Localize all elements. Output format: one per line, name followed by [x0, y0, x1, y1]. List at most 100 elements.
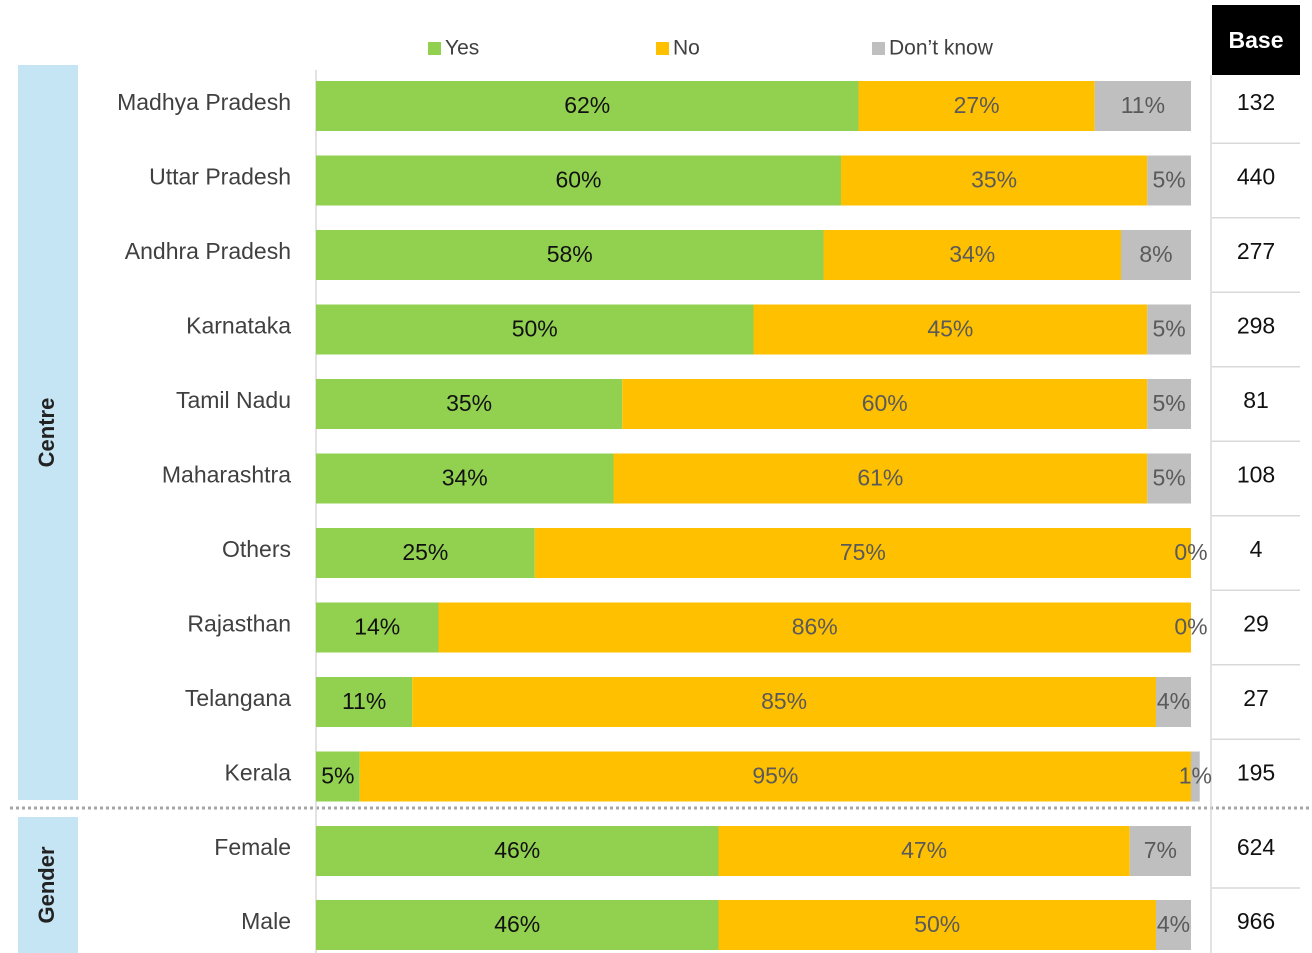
- value-label: 5%: [1153, 167, 1186, 193]
- value-label: 47%: [901, 837, 947, 863]
- bar-segment: [753, 304, 1148, 355]
- base-value: 81: [1243, 387, 1269, 413]
- bar-segment: [1147, 304, 1191, 355]
- bar-segment: [316, 453, 614, 504]
- value-label: 50%: [914, 911, 960, 937]
- bar-segment: [359, 751, 1191, 802]
- value-label: 95%: [752, 763, 798, 789]
- bar-segment: [718, 826, 1130, 876]
- category-label: Karnataka: [186, 313, 291, 339]
- bar-segment: [823, 230, 1121, 280]
- value-label: 0%: [1174, 539, 1207, 565]
- legend-swatch: [428, 42, 441, 55]
- legend-swatch: [656, 42, 669, 55]
- bar-segment: [622, 379, 1148, 429]
- value-label: 60%: [555, 167, 601, 193]
- value-label: 34%: [949, 241, 995, 267]
- base-title: Base: [1229, 27, 1284, 53]
- bar-segment: [316, 81, 859, 131]
- base-value: 108: [1237, 462, 1275, 488]
- value-label: 60%: [862, 390, 908, 416]
- category-label: Andhra Pradesh: [125, 238, 291, 264]
- value-label: 46%: [494, 837, 540, 863]
- bar-segment: [316, 751, 360, 802]
- value-label: 50%: [512, 316, 558, 342]
- bar-segment: [316, 602, 439, 653]
- base-value: 277: [1237, 238, 1275, 264]
- bar-segment: [316, 379, 623, 429]
- bar-segment: [316, 677, 413, 727]
- value-label: 5%: [1153, 390, 1186, 416]
- value-label: 14%: [354, 614, 400, 640]
- base-value: 4: [1250, 536, 1263, 562]
- value-label: 25%: [402, 539, 448, 565]
- bar-segment: [316, 155, 841, 206]
- legend-swatch: [872, 42, 885, 55]
- bar-segment: [1121, 230, 1191, 280]
- group-band: [18, 65, 78, 800]
- value-label: 86%: [792, 614, 838, 640]
- bar-segment: [1129, 826, 1191, 876]
- base-value: 132: [1237, 89, 1275, 115]
- category-label: Uttar Pradesh: [149, 164, 291, 190]
- value-label: 46%: [494, 911, 540, 937]
- base-value: 27: [1243, 685, 1269, 711]
- legend-label: Don’t know: [889, 37, 994, 60]
- bar-segment: [858, 81, 1095, 131]
- category-label: Tamil Nadu: [176, 387, 291, 413]
- value-label: 62%: [564, 92, 610, 118]
- value-label: 0%: [1174, 614, 1207, 640]
- value-label: 85%: [761, 688, 807, 714]
- value-label: 1%: [1179, 763, 1212, 789]
- bar-segment: [613, 453, 1148, 504]
- bar-segment: [316, 304, 754, 355]
- bar-segment: [412, 677, 1156, 727]
- value-label: 34%: [442, 465, 488, 491]
- bar-segment: [316, 528, 535, 578]
- category-label: Telangana: [185, 685, 291, 711]
- category-label: Kerala: [225, 760, 292, 786]
- value-label: 5%: [321, 763, 354, 789]
- group-label: Centre: [34, 398, 59, 468]
- category-label: Maharashtra: [162, 462, 291, 488]
- value-label: 4%: [1157, 688, 1190, 714]
- bar-segment: [316, 230, 824, 280]
- bar-segment: [534, 528, 1191, 578]
- bar-segment: [1156, 900, 1191, 950]
- category-label: Male: [241, 908, 291, 934]
- bar-segment: [1094, 81, 1191, 131]
- base-header: [1212, 5, 1300, 75]
- category-label: Others: [222, 536, 291, 562]
- value-label: 5%: [1153, 316, 1186, 342]
- bar-segment: [1147, 453, 1191, 504]
- value-label: 58%: [547, 241, 593, 267]
- value-label: 4%: [1157, 911, 1190, 937]
- bar-segment: [1191, 751, 1200, 802]
- bar-segment: [718, 900, 1156, 950]
- base-value: 966: [1237, 908, 1275, 934]
- bar-segment: [1147, 379, 1191, 429]
- bar-segment: [841, 155, 1148, 206]
- legend-label: Yes: [445, 37, 479, 60]
- value-label: 45%: [927, 316, 973, 342]
- category-label: Madhya Pradesh: [117, 89, 291, 115]
- value-label: 61%: [857, 465, 903, 491]
- bar-segment: [316, 826, 719, 876]
- bar-segment: [1147, 155, 1191, 206]
- base-value: 29: [1243, 611, 1269, 637]
- value-label: 7%: [1144, 837, 1177, 863]
- value-label: 35%: [971, 167, 1017, 193]
- base-value: 624: [1237, 834, 1276, 860]
- legend-label: No: [673, 37, 700, 60]
- value-label: 11%: [1121, 92, 1165, 118]
- value-label: 11%: [342, 688, 386, 714]
- base-value: 298: [1237, 313, 1275, 339]
- category-label: Female: [214, 834, 291, 860]
- bar-segment: [438, 602, 1191, 653]
- group-band: [18, 817, 78, 953]
- value-label: 75%: [840, 539, 886, 565]
- bar-segment: [1156, 677, 1191, 727]
- value-label: 8%: [1139, 241, 1172, 267]
- group-label: Gender: [34, 846, 59, 923]
